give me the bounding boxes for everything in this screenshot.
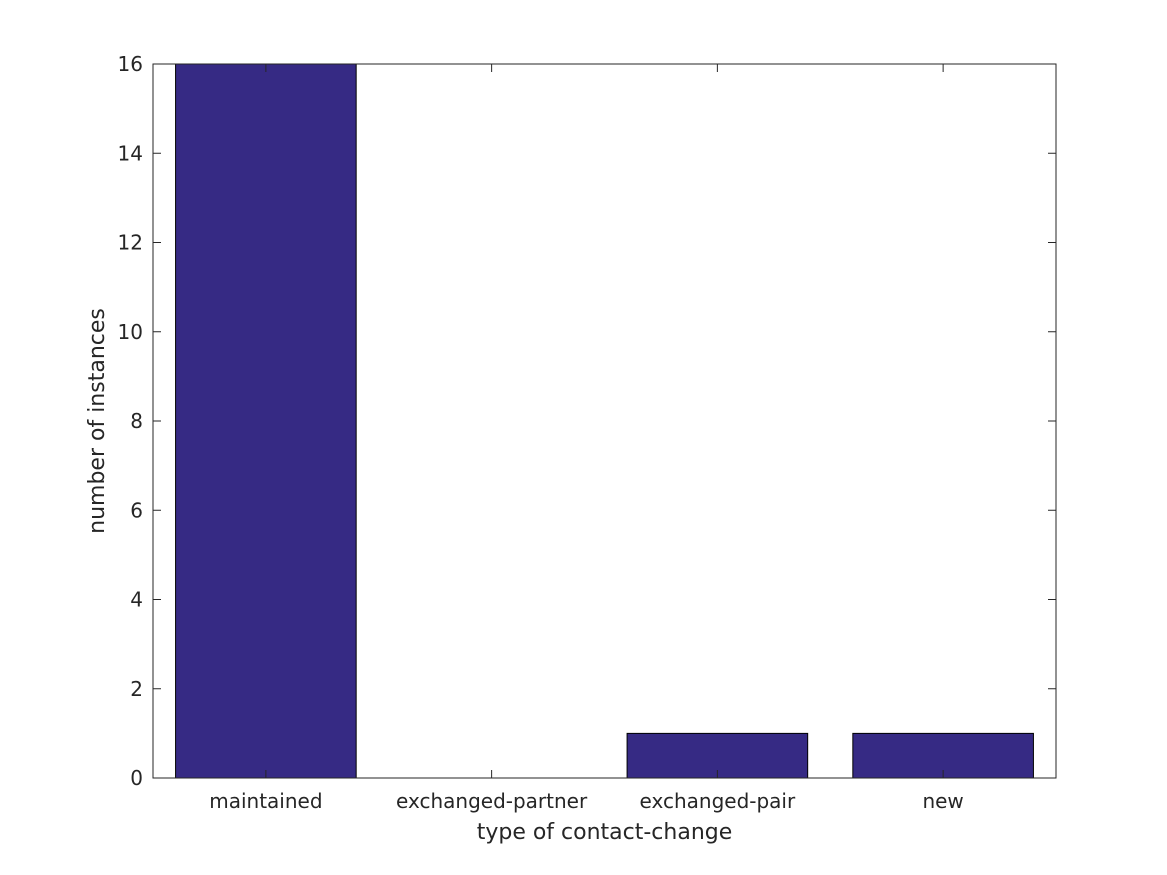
y-tick-label-6: 6	[130, 498, 143, 522]
x-tick-label-exchanged-partner: exchanged-partner	[396, 789, 588, 813]
x-tick-label-maintained: maintained	[209, 789, 322, 813]
axes-box	[152, 63, 1057, 779]
y-tick-label-2: 2	[130, 677, 143, 701]
y-tick-label-16: 16	[118, 52, 143, 76]
ticks-group: maintained exchanged-partner exchanged-pai…	[118, 52, 1056, 813]
y-tick-label-14: 14	[118, 141, 143, 165]
x-tick-label-exchanged-pair: exchanged-pair	[640, 789, 796, 813]
y-tick-label-8: 8	[130, 409, 143, 433]
y-tick-label-12: 12	[118, 231, 143, 255]
y-tick-label-4: 4	[130, 588, 143, 612]
y-tick-label-0: 0	[130, 766, 143, 790]
x-tick-label-new: new	[922, 789, 963, 813]
bar-maintained	[175, 63, 357, 779]
y-tick-label-10: 10	[118, 320, 143, 344]
y-axis-label: number of instances	[85, 308, 110, 534]
x-axis-label: type of contact-change	[477, 820, 733, 845]
